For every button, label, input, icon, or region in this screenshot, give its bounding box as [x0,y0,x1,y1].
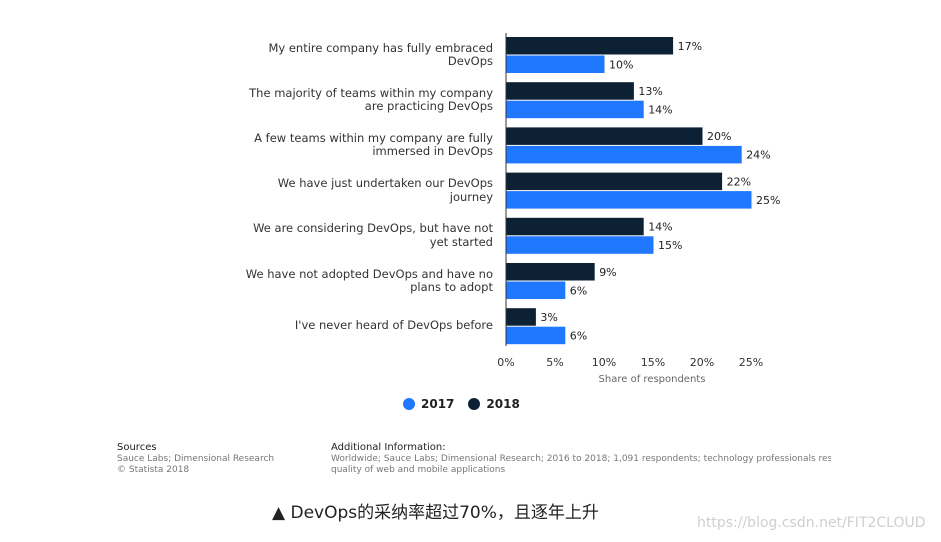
category-label: We have just undertaken our DevOps journ… [277,176,493,204]
bar-2017 [506,281,566,299]
legend-dot-2017 [403,398,415,410]
additional-info-line: Worldwide; Sauce Labs; Dimensional Resea… [331,453,831,464]
legend-item-2017[interactable]: 2017 [403,397,454,411]
bar-2018 [506,37,674,55]
data-label-2018: 20% [707,130,731,143]
copyright-line: © Statista 2018 [117,465,190,475]
watermark: https://blog.csdn.net/FIT2CLOUD [697,515,926,531]
data-label-2017: 6% [570,329,587,342]
data-label-2018: 14% [648,221,672,234]
data-label-2018: 13% [638,85,662,98]
category-label: We have not adopted DevOps and have no p… [245,266,493,294]
sources-line: Sauce Labs; Dimensional Research [117,453,275,464]
x-tick-label: 5% [546,356,563,369]
data-label-2018: 3% [540,311,557,324]
category-label: We are considering DevOps, but have not … [253,221,493,249]
x-tick-label: 0% [497,356,514,369]
bar-2018 [506,217,644,236]
x-tick-label: 20% [690,356,714,369]
data-label-2017: 15% [658,239,682,252]
data-label-2017: 6% [570,284,587,297]
x-tick-label: 25% [739,356,763,369]
additional-info-block: Additional Information: Worldwide; Sauce… [331,442,831,477]
category-label: A few teams within my company are fully … [254,130,493,159]
category-label: I've never heard of DevOps before [294,318,493,333]
data-label-2017: 10% [609,58,633,71]
bar-2018 [506,127,703,145]
data-label-2018: 17% [678,40,702,53]
data-label-2017: 25% [756,194,780,207]
x-tick-label: 10% [592,356,616,369]
bar-2017 [506,326,566,345]
bar-2018 [506,172,723,191]
category-label: My entire company has fully embraced Dev… [268,40,493,68]
data-label-2018: 22% [727,175,751,188]
sources-block: Sources Sauce Labs; Dimensional Research… [117,442,274,477]
data-label-2018: 9% [599,266,616,279]
bar-2017 [506,100,644,119]
bar-2017 [506,191,752,209]
category-label: The majority of teams within my company … [249,85,493,114]
bar-2018 [506,82,634,100]
legend-item-2018[interactable]: 2018 [468,397,520,411]
legend-label-2017: 2017 [421,397,455,411]
sources-title: Sources [117,442,157,453]
bar-2017 [506,145,742,164]
caption: ▲ DevOps的采纳率超过70%，且逐年上升 [272,503,599,523]
bar-2017 [506,236,654,254]
bar-2018 [506,263,595,281]
data-label-2017: 14% [648,103,672,116]
legend-dot-2018 [468,398,481,410]
additional-info-title: Additional Information: [331,442,446,453]
additional-info-line-2: quality of web and mobile applications [331,465,506,475]
bar-2017 [506,55,605,73]
legend-label-2018: 2018 [486,397,520,411]
x-axis-label: Share of respondents [598,374,706,385]
x-tick-label: 15% [641,356,665,369]
legend: 2017 2018 [403,397,520,411]
bar-2018 [506,308,536,326]
data-label-2017: 24% [746,149,770,162]
bar-chart: 0% 5% 10% 15% 20% 25% 17% 10% 13% 14% 20% 24% 22% 25%… [497,33,780,369]
